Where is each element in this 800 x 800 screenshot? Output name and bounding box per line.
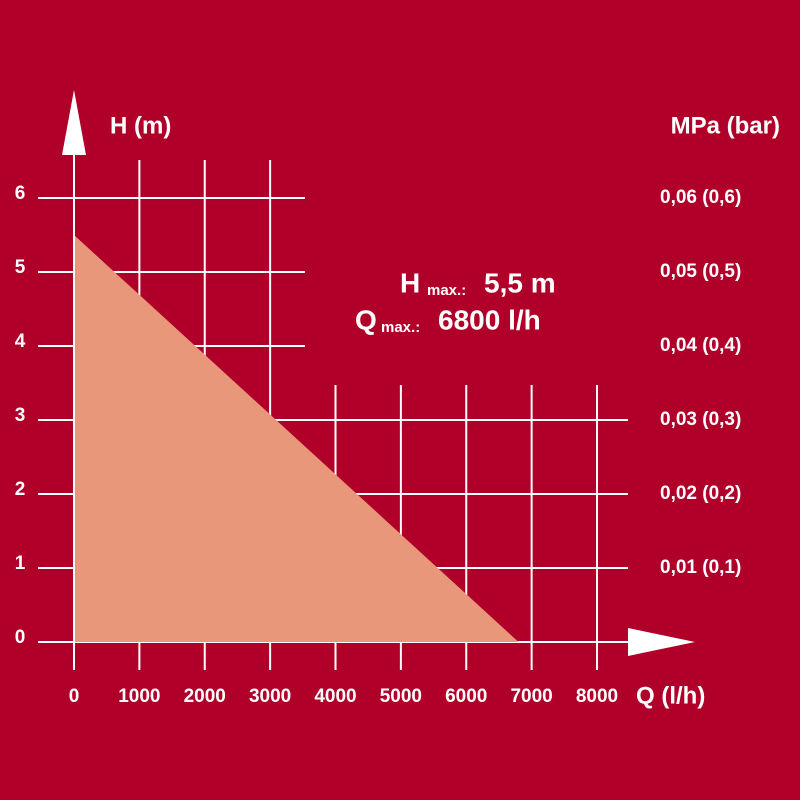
- x-tick-label: 0: [69, 686, 80, 707]
- y2-tick-label: 0,04 (0,4): [660, 335, 741, 356]
- y2-tick-label: 0,03 (0,3): [660, 409, 741, 430]
- x-tick-label: 8000: [576, 686, 618, 707]
- y-tick-label: 6: [15, 183, 26, 204]
- annotation-text: 6800 l/h: [438, 304, 541, 335]
- y-tick-label: 0: [15, 627, 26, 648]
- y-tick-label: 2: [15, 479, 26, 500]
- y-tick-label: 1: [15, 553, 26, 574]
- x-tick-label: 5000: [380, 686, 422, 707]
- y2-tick-label: 0,01 (0,1): [660, 557, 741, 578]
- x-tick-label: 1000: [118, 686, 160, 707]
- plot: [74, 235, 519, 642]
- annotation: H max.: 5,5 m Q max.: 6800 l/h: [355, 267, 556, 336]
- x-tick-label: 4000: [314, 686, 356, 707]
- annotation-subscript: max.:: [427, 282, 466, 299]
- y2-tick-label: 0,02 (0,2): [660, 483, 741, 504]
- y2-axis-title: MPa (bar): [671, 112, 780, 139]
- x-axis-title: Q (l/h): [636, 682, 705, 709]
- annotation-text: 5,5 m: [484, 267, 556, 298]
- x-tick-label: 3000: [249, 686, 291, 707]
- y-tick-label: 3: [15, 405, 26, 426]
- y-tick-label: 4: [15, 331, 26, 352]
- x-tick-label: 2000: [184, 686, 226, 707]
- y-axis-arrow: [62, 90, 86, 155]
- x-tick-label: 7000: [510, 686, 552, 707]
- annotation-background: [305, 160, 630, 385]
- x-tick-label: 6000: [445, 686, 487, 707]
- y-axis-title: H (m): [110, 112, 171, 139]
- annotation-symbol: H: [400, 267, 420, 298]
- y-tick-label: 5: [15, 257, 26, 278]
- x-axis-arrow: [628, 628, 695, 656]
- annotation-subscript: max.:: [381, 319, 420, 336]
- y2-tick-label: 0,05 (0,5): [660, 261, 741, 282]
- y2-tick-label: 0,06 (0,6): [660, 187, 741, 208]
- annotation-symbol: Q: [355, 304, 377, 335]
- area: [74, 235, 519, 642]
